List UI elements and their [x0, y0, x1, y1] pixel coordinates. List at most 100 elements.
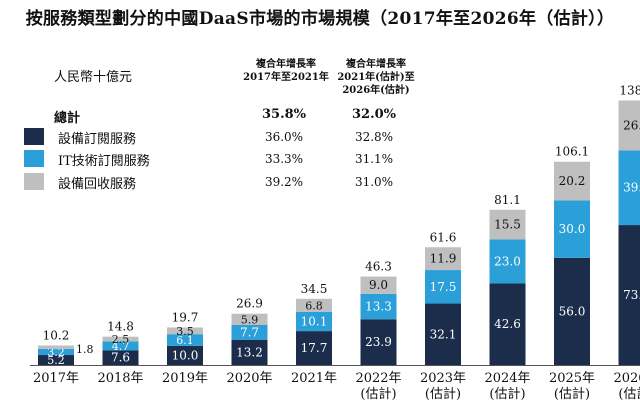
bar-segment — [425, 247, 461, 271]
x-tick-label: (估計) — [489, 386, 525, 402]
x-tick-label: 2024年 — [484, 371, 530, 386]
bar-segment — [489, 209, 526, 240]
bar-total-label: 10.2 — [43, 328, 70, 342]
bar-data-label: 6.1 — [176, 334, 194, 347]
bar-segment — [38, 355, 74, 365]
bar-segment — [554, 200, 590, 258]
cagr-header-2017-2021: 複合年增長率 2017年至2021年 — [240, 58, 332, 84]
bar-total-label: 26.9 — [236, 297, 263, 311]
legend-swatch — [24, 173, 44, 190]
bar-data-label: 3.2 — [47, 346, 65, 359]
cagr-total-2021-2026: 32.0% — [351, 107, 396, 122]
bar-total-label: 61.6 — [430, 230, 457, 244]
bar-total-label: 138.2 — [619, 83, 640, 97]
legend-total-label: 總計 — [54, 111, 81, 126]
x-tick-label: 2018年 — [97, 371, 143, 386]
bar-data-label: 26.1 — [623, 118, 640, 132]
bar-segment — [167, 334, 203, 346]
x-tick-label: 2020年 — [226, 371, 272, 386]
cagr-device-subscription-2: 32.8% — [354, 130, 394, 144]
cagr-device-recycling-1: 39.2% — [264, 175, 304, 189]
x-tick-label: (估計) — [360, 386, 396, 402]
bar-total-label: 46.3 — [365, 260, 392, 274]
bar-segment — [489, 283, 526, 365]
bar-segment — [167, 345, 203, 365]
bar-total-label: 106.1 — [555, 145, 589, 159]
bar-data-label: 23.0 — [494, 254, 521, 268]
bar-data-label: 2.5 — [112, 333, 130, 346]
bar-segment — [38, 345, 74, 349]
bar-data-label: 1.8 — [76, 343, 94, 356]
bar-segment — [296, 298, 332, 312]
bar-data-label: 13.3 — [365, 300, 392, 314]
x-tick-label: 2021年 — [291, 371, 337, 386]
bar-data-label: 3.5 — [176, 325, 194, 338]
cagr-it-subscription-2: 31.1% — [354, 152, 394, 166]
unit-label: 人民幣十億元 — [54, 70, 133, 85]
bar-data-label: 13.2 — [236, 345, 263, 359]
bar-data-label: 23.9 — [365, 335, 392, 349]
bar-total-label: 14.8 — [107, 320, 134, 334]
bar-segment — [618, 100, 640, 151]
cagr-header-line: 2021年(估計)至 — [337, 72, 415, 83]
cagr-header-line: 複合年增長率 — [346, 59, 406, 70]
bar-segment — [296, 331, 332, 365]
legend-swatch — [24, 128, 44, 145]
bar-data-label: 5.2 — [47, 354, 65, 367]
bar-segment — [360, 319, 397, 365]
bar-total-label: 19.7 — [172, 310, 199, 324]
bar-data-label: 15.5 — [494, 218, 521, 232]
bar-total-label: 81.1 — [494, 193, 521, 207]
legend-swatch — [24, 150, 44, 167]
bar-segment — [554, 161, 590, 201]
bar-segment — [618, 225, 640, 365]
cagr-header-line: 複合年增長率 — [256, 59, 316, 70]
bar-data-label: 5.9 — [241, 313, 259, 326]
cagr-header-2021-2026: 複合年增長率 2021年(估計)至 2026年(估計) — [330, 58, 422, 97]
bar-segment — [425, 303, 461, 365]
chart-title: 按服務類型劃分的中國DaaS市場的市場規模（2017年至2026年（估計）） — [25, 9, 615, 29]
cagr-total-2017-2021: 35.8% — [261, 107, 306, 122]
bar-data-label: 4.7 — [112, 340, 130, 353]
bar-segment — [102, 350, 139, 365]
bar-segment — [102, 336, 139, 342]
bar-segment — [360, 293, 397, 320]
bar-data-label: 73.1 — [623, 288, 640, 302]
bar-segment — [231, 313, 268, 325]
bar-segment — [296, 311, 332, 332]
x-tick-label: (估計) — [425, 386, 461, 402]
x-tick-label: 2026年 — [613, 371, 640, 386]
bar-segment — [489, 239, 526, 284]
x-tick-label: 2023年 — [420, 371, 466, 386]
bar-data-label: 39.0 — [623, 181, 640, 195]
bar-data-label: 6.8 — [305, 299, 323, 312]
cagr-device-recycling-2: 31.0% — [354, 175, 394, 189]
cagr-device-subscription-1: 36.0% — [264, 130, 304, 144]
x-tick-label: 2025年 — [549, 371, 595, 386]
bar-segment — [167, 327, 203, 335]
bar-data-label: 17.5 — [430, 280, 457, 294]
legend-label: 設備訂閱服務 — [58, 132, 137, 147]
bar-data-label: 10.1 — [301, 314, 328, 328]
bar-data-label: 7.7 — [240, 325, 259, 339]
x-tick-label: 2017年 — [33, 371, 79, 386]
bar-data-label: 9.0 — [369, 278, 388, 292]
bar-segment — [102, 341, 139, 351]
bar-data-label: 17.7 — [301, 341, 328, 355]
bar-segment — [231, 324, 268, 340]
bar-data-label: 32.1 — [430, 327, 457, 341]
bar-data-label: 20.2 — [559, 174, 586, 188]
cagr-header-line: 2026年(估計) — [342, 85, 410, 96]
bar-data-label: 42.6 — [494, 317, 521, 331]
x-tick-label: (估計) — [554, 386, 590, 402]
bar-data-label: 56.0 — [559, 304, 586, 318]
x-tick-label: 2019年 — [162, 371, 208, 386]
bar-data-label: 30.0 — [559, 222, 586, 236]
cagr-header-line: 2017年至2021年 — [243, 72, 329, 83]
bar-data-label: 7.6 — [111, 351, 130, 365]
bar-segment — [425, 270, 461, 304]
bar-data-label: 10.0 — [172, 348, 199, 362]
bar-segment — [360, 276, 397, 294]
bar-data-label: 11.9 — [430, 252, 457, 266]
